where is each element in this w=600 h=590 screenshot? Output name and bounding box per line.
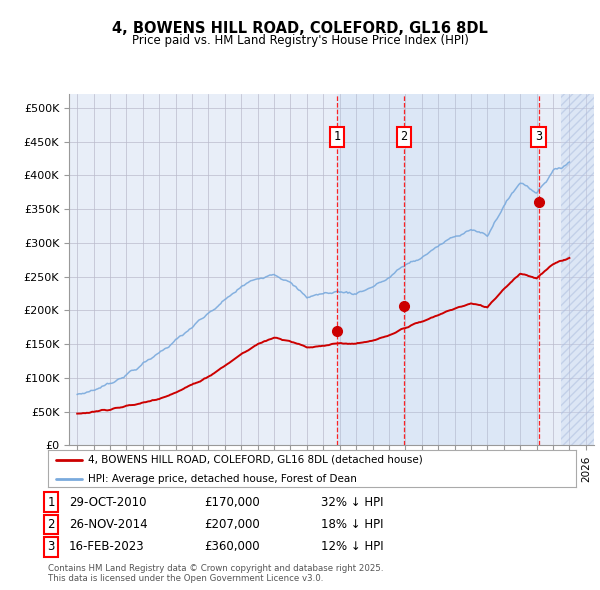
Text: HPI: Average price, detached house, Forest of Dean: HPI: Average price, detached house, Fore… — [88, 474, 356, 484]
Text: 4, BOWENS HILL ROAD, COLEFORD, GL16 8DL (detached house): 4, BOWENS HILL ROAD, COLEFORD, GL16 8DL … — [88, 455, 422, 465]
Bar — [561, 94, 600, 445]
Text: 4, BOWENS HILL ROAD, COLEFORD, GL16 8DL: 4, BOWENS HILL ROAD, COLEFORD, GL16 8DL — [112, 21, 488, 35]
Bar — [561, 94, 600, 445]
Text: 32% ↓ HPI: 32% ↓ HPI — [321, 496, 383, 509]
Text: £170,000: £170,000 — [204, 496, 260, 509]
Text: 3: 3 — [47, 540, 55, 553]
Text: 1: 1 — [334, 130, 340, 143]
Text: 12% ↓ HPI: 12% ↓ HPI — [321, 540, 383, 553]
Text: 16-FEB-2023: 16-FEB-2023 — [69, 540, 145, 553]
Text: 26-NOV-2014: 26-NOV-2014 — [69, 518, 148, 531]
Text: 3: 3 — [535, 130, 542, 143]
Text: £207,000: £207,000 — [204, 518, 260, 531]
Text: 18% ↓ HPI: 18% ↓ HPI — [321, 518, 383, 531]
Text: Price paid vs. HM Land Registry's House Price Index (HPI): Price paid vs. HM Land Registry's House … — [131, 34, 469, 47]
Text: £360,000: £360,000 — [204, 540, 260, 553]
Text: 29-OCT-2010: 29-OCT-2010 — [69, 496, 146, 509]
Text: Contains HM Land Registry data © Crown copyright and database right 2025.
This d: Contains HM Land Registry data © Crown c… — [48, 563, 383, 583]
Bar — [337, 94, 404, 445]
Bar — [404, 94, 539, 445]
Text: 2: 2 — [47, 518, 55, 531]
Text: 2: 2 — [400, 130, 407, 143]
Text: 1: 1 — [47, 496, 55, 509]
